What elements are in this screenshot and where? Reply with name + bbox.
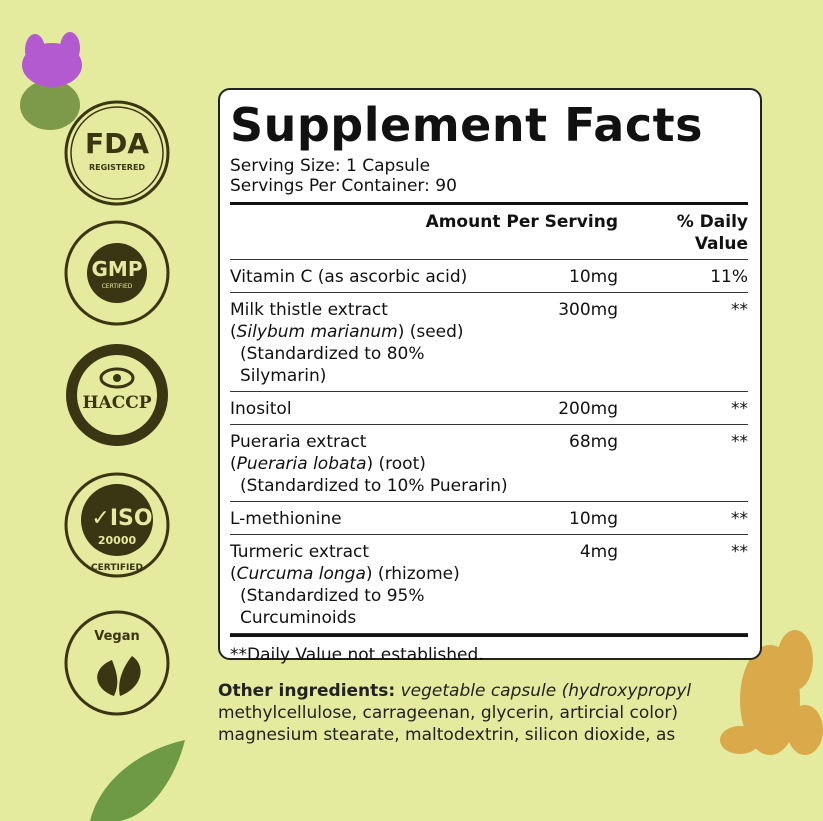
servings-per-container: Servings Per Container: 90	[230, 176, 457, 196]
fda-registered-badge: FDA REGISTERED	[64, 100, 170, 206]
footnote: **Daily Value not established.	[230, 634, 748, 665]
nutrient-name: Milk thistle extract	[230, 300, 388, 320]
nutrient-name: Inositol	[230, 399, 292, 419]
nutrient-dv: **	[731, 300, 748, 320]
gmp-certified-badge: GMP CERTIFIED	[64, 220, 170, 326]
serving-size: Serving Size: 1 Capsule	[230, 156, 431, 176]
other-ingredients: Other ingredients: vegetable capsule (hy…	[218, 680, 691, 746]
nutrient-row: Vitamin C (as ascorbic acid) 10mg 11%	[230, 260, 748, 293]
nutrient-amount: 68mg	[569, 432, 618, 452]
svg-text:HACCP: HACCP	[82, 393, 151, 413]
standardization: (Standardized to 95% Curcuminoids	[240, 586, 425, 628]
svg-text:CERTIFIED: CERTIFIED	[102, 283, 133, 290]
other-ingredients-label: Other ingredients:	[218, 681, 396, 701]
nutrient-amount: 200mg	[558, 399, 618, 419]
nutrient-amount: 300mg	[558, 300, 618, 320]
nutrient-dv: **	[731, 542, 748, 562]
latin-name: Pueraria lobata	[236, 454, 367, 474]
ginger-root-image	[720, 630, 823, 755]
standardization: (Standardized to 10% Puerarin)	[240, 476, 508, 496]
plant-part: (rhizome)	[372, 564, 460, 584]
nutrient-dv: **	[731, 399, 748, 419]
standardization: (Standardized to 80% Silymarin)	[240, 344, 425, 386]
nutrient-row: Pueraria extract (Pueraria lobata) (root)…	[230, 425, 748, 502]
amount-header: Amount Per Serving	[425, 212, 618, 232]
nutrient-row: Turmeric extract (Curcuma longa) (rhizome…	[230, 535, 748, 634]
nutrient-dv: **	[731, 509, 748, 529]
svg-text:FDA: FDA	[85, 127, 149, 160]
haccp-badge: HACCP	[66, 344, 168, 446]
other-line-2: methylcellulose, carrageenan, glycerin, …	[218, 703, 679, 723]
nutrient-amount: 4mg	[579, 542, 618, 562]
svg-text:REGISTERED: REGISTERED	[89, 163, 145, 172]
nutrient-name: L-methionine	[230, 509, 342, 529]
svg-text:20000: 20000	[98, 534, 137, 547]
thistle-flower-image	[20, 32, 82, 130]
latin-name: Curcuma longa	[236, 564, 366, 584]
svg-text:Vegan: Vegan	[94, 629, 140, 644]
nutrient-row: L-methionine 10mg **	[230, 502, 748, 535]
other-line-3: magnesium stearate, maltodextrin, silico…	[218, 725, 676, 745]
supplement-facts-panel: Supplement Facts Serving Size: 1 Capsule…	[218, 88, 762, 665]
dv-header: % Daily Value	[676, 212, 748, 254]
nutrient-dv: **	[731, 432, 748, 452]
table-header: Amount Per Serving % Daily Value	[230, 205, 748, 260]
vegan-badge: Vegan	[64, 610, 170, 716]
plant-part: (root)	[373, 454, 426, 474]
svg-text:✓ISO: ✓ISO	[91, 506, 152, 531]
other-line-1: vegetable capsule (hydroxypropyl	[400, 681, 692, 701]
nutrient-dv: 11%	[710, 267, 748, 287]
svg-text:CERTIFIED: CERTIFIED	[91, 563, 143, 573]
nutrient-name: Pueraria extract	[230, 432, 367, 452]
leaf-image	[90, 740, 185, 821]
iso-certified-badge: ✓ISO 20000 CERTIFIED	[64, 472, 170, 578]
nutrient-name: Vitamin C (as ascorbic acid)	[230, 267, 468, 287]
nutrient-amount: 10mg	[569, 509, 618, 529]
nutrient-row: Inositol 200mg **	[230, 392, 748, 425]
panel-title: Supplement Facts	[230, 98, 703, 152]
svg-text:GMP: GMP	[92, 257, 143, 281]
nutrient-amount: 10mg	[569, 267, 618, 287]
plant-part: (seed)	[404, 322, 464, 342]
latin-name: Silybum marianum	[236, 322, 398, 342]
nutrient-name: Turmeric extract	[230, 542, 370, 562]
nutrient-row: Milk thistle extract (Silybum marianum) (…	[230, 293, 748, 392]
